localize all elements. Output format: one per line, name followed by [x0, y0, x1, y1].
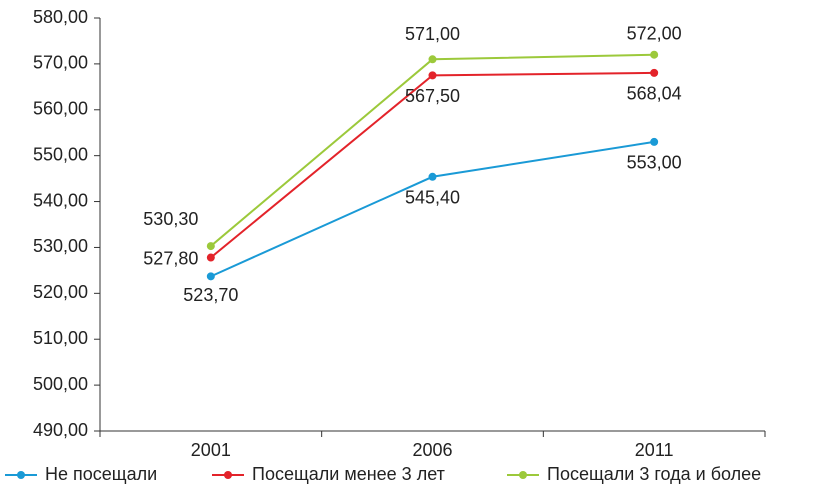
- y-tick-label: 550,00: [33, 144, 88, 164]
- data-label: 530,30: [143, 209, 198, 229]
- y-tick-label: 540,00: [33, 190, 88, 210]
- data-point: [428, 71, 437, 80]
- series-line: [210, 140, 655, 278]
- series-line: [210, 53, 655, 247]
- data-point: [206, 242, 215, 251]
- legend-marker: [519, 471, 527, 479]
- y-tick-label: 570,00: [33, 53, 88, 73]
- data-label: 545,40: [405, 188, 460, 208]
- data-label: 567,50: [405, 86, 460, 106]
- data-label: 527,80: [143, 248, 198, 268]
- legend-label: Посещали менее 3 лет: [252, 464, 445, 484]
- y-tick-label: 560,00: [33, 99, 88, 119]
- x-tick-label: 2006: [412, 440, 452, 460]
- data-label: 571,00: [405, 24, 460, 44]
- legend-marker: [17, 471, 25, 479]
- data-point: [206, 272, 215, 281]
- data-label: 568,04: [627, 84, 682, 104]
- data-label: 523,70: [183, 285, 238, 305]
- data-point: [650, 50, 659, 59]
- data-point: [650, 68, 659, 77]
- data-label: 553,00: [627, 153, 682, 173]
- y-tick-label: 530,00: [33, 236, 88, 256]
- data-point: [428, 172, 437, 181]
- data-point: [206, 253, 215, 262]
- data-label: 572,00: [627, 23, 682, 43]
- y-tick-label: 500,00: [33, 374, 88, 394]
- y-tick-label: 490,00: [33, 420, 88, 440]
- y-tick-label: 510,00: [33, 328, 88, 348]
- y-tick-label: 520,00: [33, 282, 88, 302]
- data-point: [650, 137, 659, 146]
- x-tick-label: 2001: [191, 440, 231, 460]
- legend-label: Не посещали: [45, 464, 157, 484]
- x-tick-label: 2011: [635, 440, 674, 460]
- legend-marker: [224, 471, 232, 479]
- legend-label: Посещали 3 года и более: [547, 464, 761, 484]
- data-point: [428, 55, 437, 64]
- y-tick-label: 580,00: [33, 7, 88, 27]
